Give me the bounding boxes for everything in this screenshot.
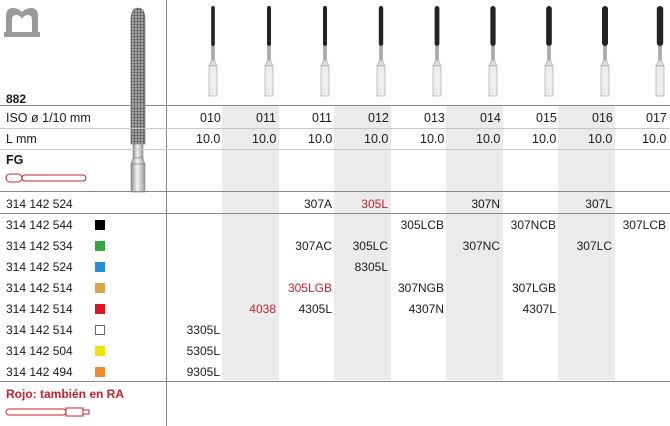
ref-number: 314 142 524 bbox=[6, 197, 73, 211]
divider-header bbox=[0, 105, 670, 106]
product-code: 307A bbox=[303, 197, 332, 211]
bur-icon-014 bbox=[488, 6, 498, 97]
length-value: 10.0 bbox=[252, 132, 277, 146]
color-swatch-gold bbox=[95, 283, 105, 293]
fg-shank-icon bbox=[5, 173, 87, 183]
divider-length bbox=[0, 149, 670, 150]
iso-value: 010 bbox=[200, 111, 221, 125]
divider-iso bbox=[0, 128, 670, 129]
length-value: 10.0 bbox=[308, 132, 333, 146]
bur-icon-016 bbox=[600, 6, 610, 97]
product-code: 307LC bbox=[576, 239, 612, 253]
ref-number: 314 142 524 bbox=[6, 260, 73, 274]
divider-footer bbox=[0, 381, 670, 382]
ra-shank-icon bbox=[5, 407, 90, 417]
product-code: 4305L bbox=[298, 302, 332, 316]
iso-value: 012 bbox=[368, 111, 389, 125]
product-code: 8305L bbox=[354, 260, 388, 274]
product-code: 305LCB bbox=[400, 218, 444, 232]
product-code: 307N bbox=[471, 197, 500, 211]
bur-icon-011b bbox=[320, 6, 330, 97]
shade-col-016 bbox=[558, 106, 615, 380]
shade-col-014 bbox=[446, 106, 503, 380]
ref-number: 314 142 514 bbox=[6, 281, 73, 295]
length-label: L mm bbox=[6, 132, 37, 146]
iso-value: 013 bbox=[424, 111, 445, 125]
product-code: 307NGB bbox=[397, 281, 444, 295]
length-value: 10.0 bbox=[476, 132, 501, 146]
product-code: 305LGB bbox=[287, 281, 332, 295]
length-value: 10.0 bbox=[532, 132, 557, 146]
iso-value: 011 bbox=[312, 111, 332, 125]
product-code: 4038 bbox=[249, 302, 276, 316]
series-label: 882 bbox=[6, 92, 27, 106]
bur-icon-017 bbox=[655, 6, 665, 97]
shade-col-012 bbox=[334, 106, 391, 380]
bur-icon-010 bbox=[208, 6, 218, 97]
iso-value: 015 bbox=[536, 111, 557, 125]
divider-first-row bbox=[0, 213, 670, 214]
product-code: 307NC bbox=[462, 239, 500, 253]
ref-number: 314 142 534 bbox=[6, 239, 73, 253]
iso-value: 017 bbox=[646, 111, 667, 125]
shank-label: FG bbox=[6, 153, 24, 167]
ref-number: 314 142 514 bbox=[6, 302, 73, 316]
iso-value: 014 bbox=[480, 111, 501, 125]
length-value: 10.0 bbox=[364, 132, 389, 146]
product-code: 307LGB bbox=[511, 281, 556, 295]
product-code: 5305L bbox=[186, 344, 220, 358]
color-swatch-green bbox=[95, 241, 105, 251]
length-value: 10.0 bbox=[588, 132, 613, 146]
length-value: 10.0 bbox=[196, 132, 221, 146]
divider-shank bbox=[0, 191, 670, 192]
product-code: 305LC bbox=[352, 239, 388, 253]
color-swatch-orange bbox=[95, 367, 105, 377]
product-code: 4307L bbox=[522, 302, 556, 316]
bur-icon-015 bbox=[544, 6, 554, 97]
product-code: 307L bbox=[585, 197, 612, 211]
ref-number: 314 142 494 bbox=[6, 365, 73, 379]
color-swatch-white bbox=[95, 325, 105, 335]
product-code: 307NCB bbox=[510, 218, 556, 232]
bur-large-icon bbox=[130, 7, 146, 193]
color-swatch-blue bbox=[95, 262, 105, 272]
ra-note: Rojo: también en RA bbox=[6, 387, 125, 401]
product-code: 4307N bbox=[408, 302, 444, 316]
iso-label: ISO ø 1/10 mm bbox=[6, 111, 91, 125]
iso-value: 016 bbox=[592, 111, 613, 125]
tooth-icon bbox=[4, 8, 40, 37]
color-swatch-red bbox=[95, 304, 105, 314]
product-code: 307AC bbox=[295, 239, 332, 253]
ref-number: 314 142 504 bbox=[6, 344, 73, 358]
length-value: 10.0 bbox=[642, 132, 667, 146]
iso-value: 011 bbox=[256, 111, 276, 125]
product-code: 307LCB bbox=[622, 218, 666, 232]
color-swatch-black bbox=[95, 220, 105, 230]
color-swatch-yellow bbox=[95, 346, 105, 356]
length-value: 10.0 bbox=[420, 132, 445, 146]
ref-number: 314 142 544 bbox=[6, 218, 73, 232]
product-code: 9305L bbox=[186, 365, 220, 379]
ref-number: 314 142 514 bbox=[6, 323, 73, 337]
bur-icon-011a bbox=[264, 6, 274, 97]
shade-col-011b bbox=[222, 106, 279, 380]
product-code: 3305L bbox=[186, 323, 220, 337]
product-code: 305L bbox=[361, 197, 388, 211]
bur-icon-012 bbox=[376, 6, 386, 97]
bur-icon-013 bbox=[432, 6, 442, 97]
